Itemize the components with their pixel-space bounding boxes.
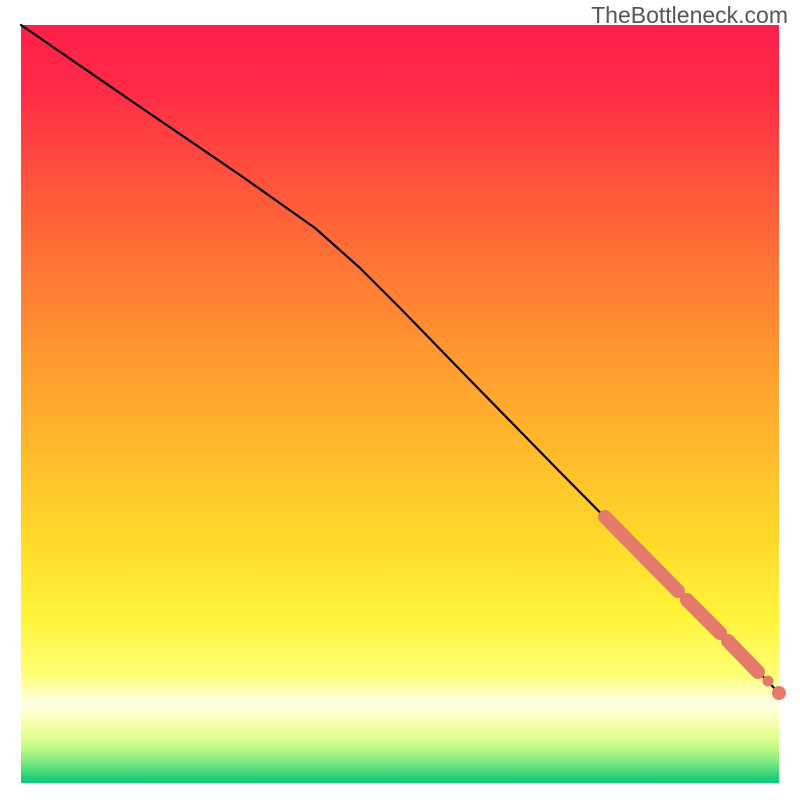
watermark-text: TheBottleneck.com (591, 2, 788, 29)
chart-root: TheBottleneck.com (0, 0, 800, 800)
gradient-fill (21, 25, 779, 783)
gradient-plot-area (21, 25, 779, 783)
